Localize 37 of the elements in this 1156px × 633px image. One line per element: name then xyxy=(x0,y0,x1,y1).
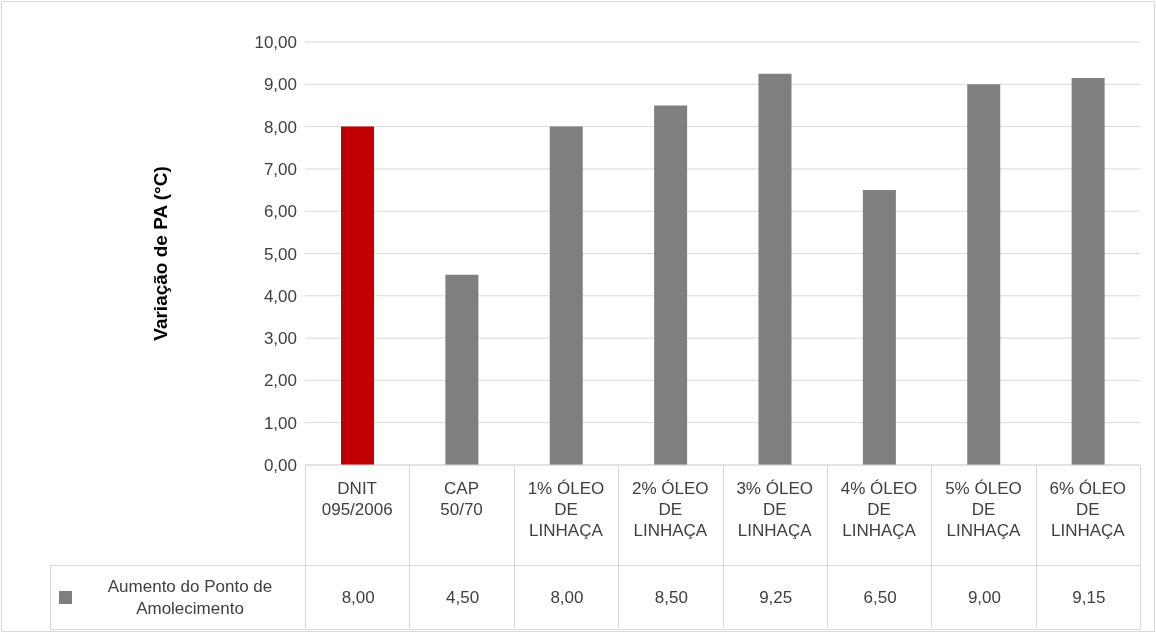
bar xyxy=(967,84,1001,465)
y-tick-label: 5,00 xyxy=(263,244,297,264)
bar xyxy=(758,73,792,465)
bar xyxy=(654,105,688,465)
text: 4,50 xyxy=(446,587,480,607)
text: 9,25 xyxy=(759,587,793,607)
y-tick-label: 1,00 xyxy=(263,413,297,433)
y-tick-label: 7,00 xyxy=(263,159,297,179)
bar xyxy=(341,126,374,465)
x-tick-label: 5% ÓLEO DE LINHAÇA xyxy=(945,479,1022,540)
y-axis-title: Variação de PA (°C) xyxy=(149,166,171,341)
x-tick-label: 2% ÓLEO DE LINHAÇA xyxy=(632,479,709,540)
text: 6,50 xyxy=(863,587,897,607)
y-tick-label: 9,00 xyxy=(263,75,297,95)
x-tick-label: 4% ÓLEO DE LINHAÇA xyxy=(840,479,918,540)
bar xyxy=(549,126,583,465)
y-tick-label: 8,00 xyxy=(263,117,297,137)
x-tick-label: 3% ÓLEO DE LINHAÇA xyxy=(736,479,813,540)
y-tick-label: 0,00 xyxy=(263,456,297,476)
bar xyxy=(1071,77,1105,465)
y-tick-label: 10,00 xyxy=(254,33,297,53)
text: 9,15 xyxy=(1072,587,1106,607)
y-tick-label: 2,00 xyxy=(263,371,297,391)
legend-label: Aumento do Ponto de Amolecimento xyxy=(106,575,274,620)
text: 8,00 xyxy=(341,587,375,607)
x-tick-label: 6% ÓLEO DE LINHAÇA xyxy=(1049,479,1127,540)
bar xyxy=(862,190,896,465)
x-tick-label: CAP 50/70 xyxy=(440,479,483,519)
y-tick-label: 6,00 xyxy=(263,202,297,222)
text: 8,50 xyxy=(654,587,688,607)
text: 9,00 xyxy=(967,587,1001,607)
y-tick-label: 3,00 xyxy=(263,329,297,349)
text: 8,00 xyxy=(550,587,584,607)
y-tick-label: 4,00 xyxy=(263,286,297,306)
bar xyxy=(445,274,479,465)
x-tick-label: 1% ÓLEO DE LINHAÇA xyxy=(527,479,605,540)
x-tick-label: DNIT 095/2006 xyxy=(321,479,393,519)
